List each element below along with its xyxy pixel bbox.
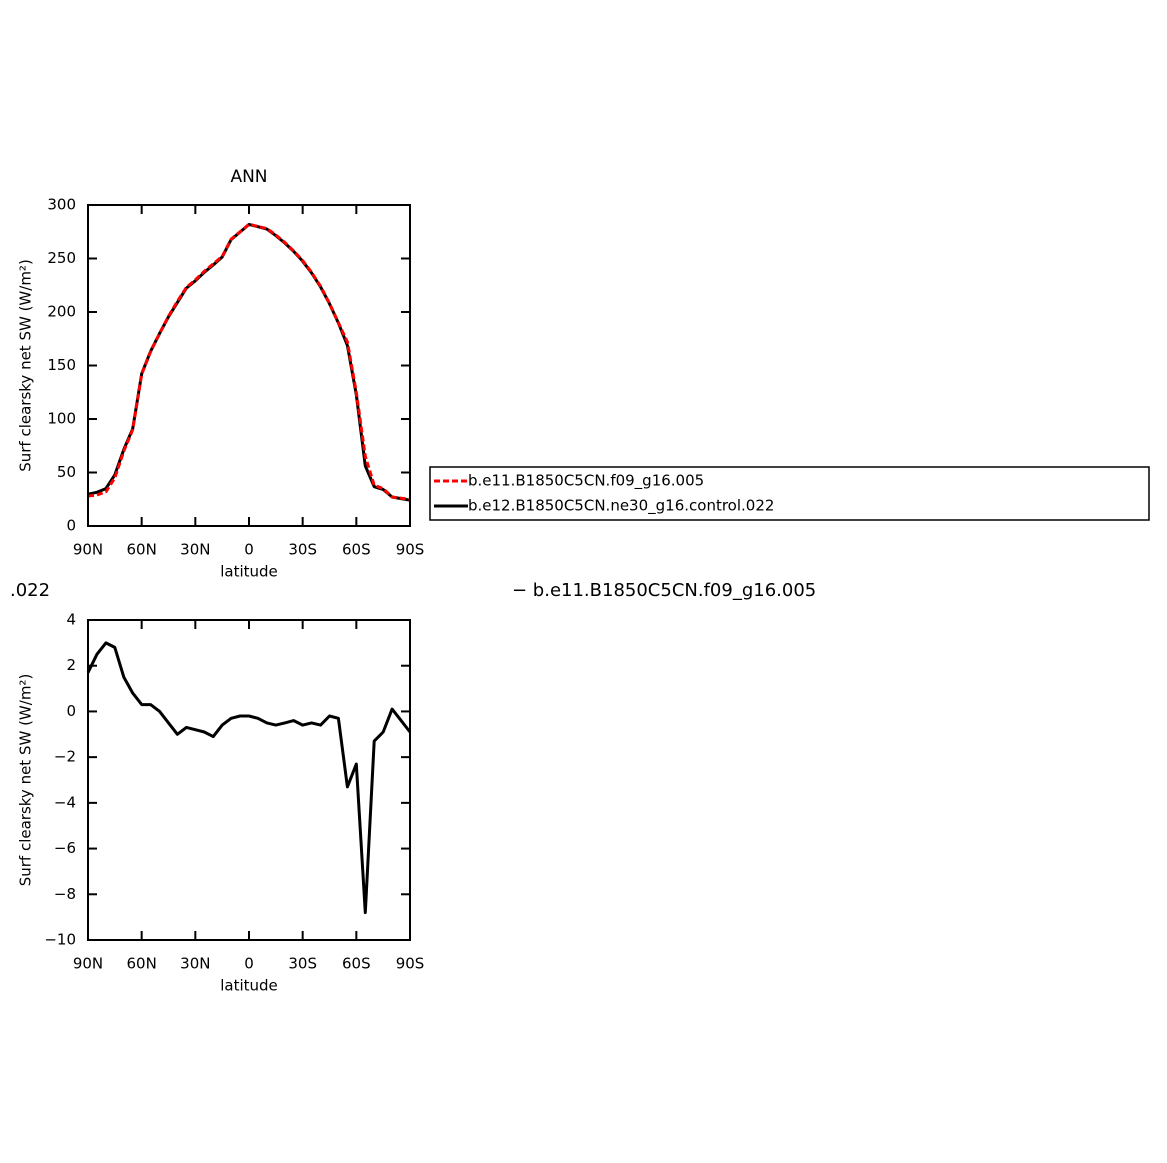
y-tick-label: 50 <box>57 463 76 481</box>
y-tick-label: 100 <box>47 410 76 428</box>
x-axis-label: latitude <box>220 563 278 581</box>
x-tick-label: 90S <box>396 955 425 973</box>
annotation: − b.e11.B1850C5CN.f09_g16.005 <box>512 580 816 601</box>
y-tick-label: −10 <box>44 931 76 949</box>
data-line <box>87 222 411 501</box>
y-tick-label: 0 <box>66 517 76 535</box>
y-tick-label: 4 <box>66 611 76 629</box>
y-tick-label: 0 <box>66 702 76 720</box>
data-line <box>86 641 412 915</box>
y-tick-label: 2 <box>66 656 76 674</box>
y-tick-label: 250 <box>47 249 76 267</box>
x-tick-label: 90N <box>73 955 103 973</box>
y-axis-label: Surf clearsky net SW (W/m²) <box>17 674 35 887</box>
y-tick-label: −8 <box>54 885 76 903</box>
y-tick-label: −6 <box>54 839 76 857</box>
y-tick-label: 200 <box>47 303 76 321</box>
x-tick-label: 30S <box>288 541 317 559</box>
x-tick-label: 60S <box>342 541 371 559</box>
legend-label: b.e11.B1850C5CN.f09_g16.005 <box>468 472 704 491</box>
y-axis-label: Surf clearsky net SW (W/m²) <box>17 259 35 472</box>
x-axis-label: latitude <box>220 977 278 995</box>
x-tick-label: 60N <box>127 541 157 559</box>
legend-box <box>429 466 1150 521</box>
chart-title: ANN <box>230 167 267 187</box>
x-tick-label: 0 <box>244 955 254 973</box>
annotation: .022 <box>10 580 50 601</box>
legend-label: b.e12.B1850C5CN.ne30_g16.control.022 <box>468 497 774 516</box>
y-tick-label: −4 <box>54 793 76 811</box>
y-tick-label: 300 <box>47 196 76 214</box>
y-tick-label: −2 <box>54 748 76 766</box>
x-tick-label: 30N <box>180 541 210 559</box>
plot-frame <box>87 204 411 527</box>
x-tick-label: 60S <box>342 955 371 973</box>
y-tick-label: 150 <box>47 356 76 374</box>
x-tick-label: 90N <box>73 541 103 559</box>
data-line <box>87 223 411 502</box>
x-tick-label: 30N <box>180 955 210 973</box>
x-tick-label: 60N <box>127 955 157 973</box>
plot-frame <box>87 619 411 941</box>
x-tick-label: 90S <box>396 541 425 559</box>
x-tick-label: 0 <box>244 541 254 559</box>
x-tick-label: 30S <box>288 955 317 973</box>
